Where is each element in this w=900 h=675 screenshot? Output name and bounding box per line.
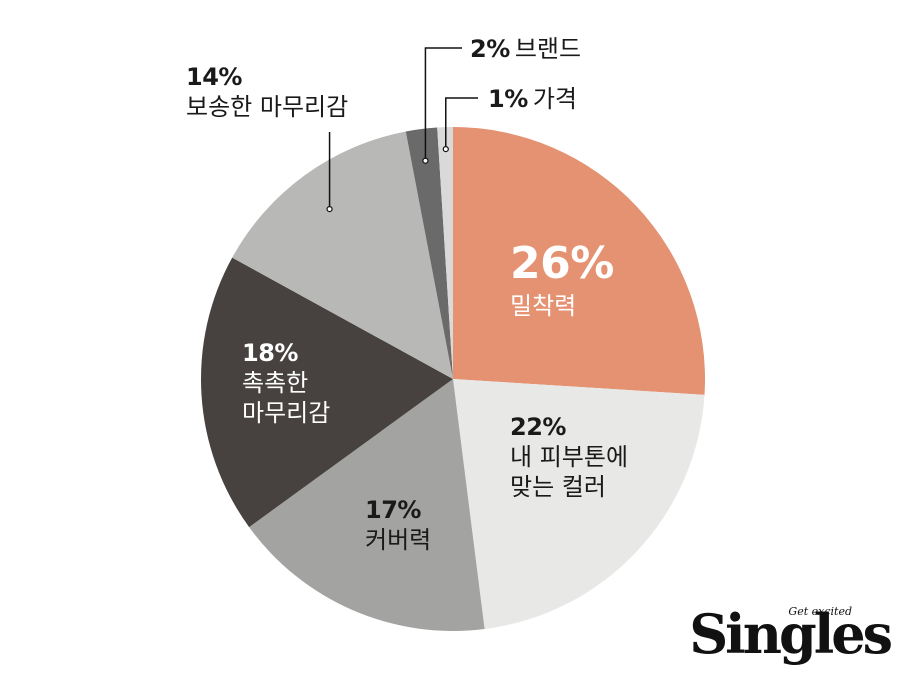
slice-name: 브랜드 <box>514 35 582 63</box>
slice-percent: 17% <box>365 496 421 524</box>
leader-dot <box>442 146 449 153</box>
pie-slice <box>437 127 453 379</box>
leader-line <box>424 47 462 161</box>
brand-wordmark: Singles <box>689 602 893 666</box>
slice-percent: 14% <box>186 63 242 91</box>
brand-tagline: Get excited <box>788 605 852 618</box>
slice-name: 보송한 마무리감 <box>186 93 349 121</box>
slice-label-촉촉한: 18% 촉촉한 마무리감 <box>242 338 330 428</box>
slice-label-밀착력: 26% 밀착력 <box>510 236 614 321</box>
pie-slice <box>200 257 453 528</box>
slice-label-브랜드: 2% 브랜드 <box>470 34 581 64</box>
slice-label-보송한: 14% 보송한 마무리감 <box>186 62 348 122</box>
leader-dot <box>422 157 429 164</box>
slice-name-line2: 마무리감 <box>242 399 331 427</box>
leader-line <box>445 97 478 150</box>
slice-percent: 1% <box>488 85 528 113</box>
slice-label-컬러: 22% 내 피부톤에 맞는 컬러 <box>510 412 628 502</box>
slice-percent: 18% <box>242 339 298 367</box>
slice-name: 가격 <box>532 85 578 113</box>
slice-name-line1: 내 피부톤에 <box>510 443 629 471</box>
slice-percent: 22% <box>510 413 566 441</box>
slice-name-line1: 촉촉한 <box>242 369 309 397</box>
pie-slice <box>249 379 485 631</box>
slice-percent: 26% <box>510 238 614 289</box>
slice-name: 밀착력 <box>510 292 577 320</box>
slice-label-커버력: 17% 커버력 <box>365 495 431 555</box>
pie-slice <box>405 127 453 380</box>
slice-label-가격: 1% 가격 <box>488 84 577 114</box>
pie-slice <box>232 131 453 379</box>
slice-name-line2: 맞는 컬러 <box>510 473 606 501</box>
slice-percent: 2% <box>470 35 510 63</box>
pie-slice <box>453 379 705 630</box>
pie-slice <box>453 127 705 395</box>
leader-dot <box>326 206 333 213</box>
brand-logo: Get excited Singles <box>689 602 893 666</box>
slice-name: 커버력 <box>365 526 432 554</box>
